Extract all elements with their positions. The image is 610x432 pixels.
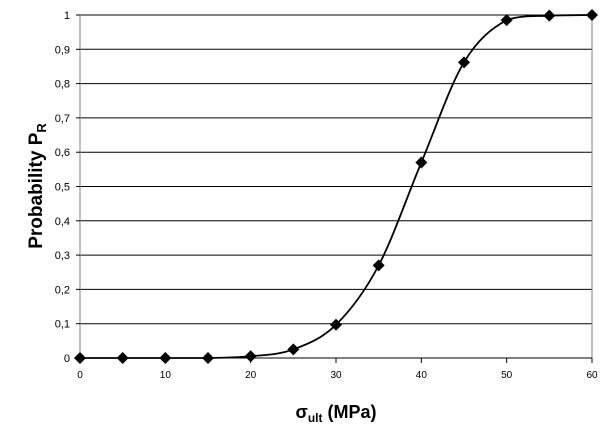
y-tick-label: 0,6 [55, 147, 70, 159]
x-tick-label: 50 [501, 370, 513, 381]
y-tick-label: 0,1 [55, 319, 70, 331]
series-layer [74, 9, 598, 364]
y-tick-label: 0 [64, 353, 70, 365]
x-tick-label: 10 [160, 370, 172, 381]
y-tick-label: 0,3 [55, 250, 70, 262]
y-tick-label: 0,9 [55, 44, 70, 56]
data-point-marker [202, 352, 214, 364]
data-point-marker [500, 14, 513, 27]
y-axis-title: Probability PR [26, 123, 49, 249]
x-tick-label: 40 [416, 370, 428, 381]
data-point-marker [543, 9, 556, 22]
data-point-marker [415, 156, 428, 169]
y-tick-labels: 0 0,1 0,2 0,3 0,4 0,5 0,6 0,7 0,8 0,9 1 [55, 10, 70, 365]
x-tick-labels: 0 10 20 30 40 50 60 [77, 370, 598, 381]
x-tick-label: 20 [245, 370, 257, 381]
axes [76, 14, 593, 363]
y-tick-label: 0,4 [55, 216, 70, 228]
data-point-marker [74, 352, 86, 364]
y-tick-label: 0,2 [55, 284, 70, 296]
data-point-marker [287, 343, 300, 356]
data-point-marker [330, 318, 342, 331]
y-tick-label: 0,7 [55, 113, 70, 125]
y-tick-label: 0,8 [55, 79, 70, 91]
x-tick-label: 0 [77, 370, 83, 381]
x-tick-label: 60 [586, 370, 598, 381]
data-point-marker [244, 350, 257, 363]
data-point-marker [372, 259, 385, 272]
x-axis-title: σult (MPa) [296, 402, 377, 425]
data-point-marker [458, 56, 470, 69]
data-point-marker [586, 9, 598, 21]
y-tick-label: 0,5 [55, 182, 70, 194]
x-tick-label: 30 [330, 370, 342, 381]
data-point-marker [116, 352, 129, 364]
gridlines [80, 14, 592, 325]
data-point-marker [159, 352, 172, 364]
y-tick-label: 1 [64, 10, 70, 22]
